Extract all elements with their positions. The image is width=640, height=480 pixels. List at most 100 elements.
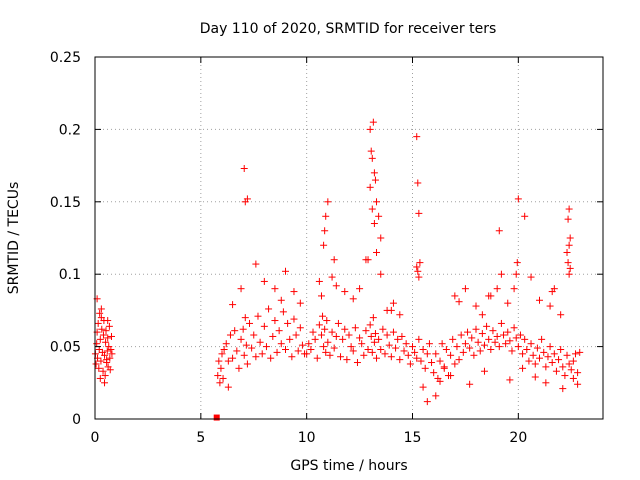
data-point — [313, 354, 321, 362]
data-point — [519, 364, 527, 372]
y-tick-labels: 0 0.05 0.1 0.15 0.2 0.25 — [50, 50, 81, 428]
data-point — [373, 354, 381, 362]
data-point — [521, 212, 529, 220]
data-point — [472, 325, 480, 333]
data-point — [563, 351, 571, 359]
data-point — [419, 345, 427, 353]
data-point — [248, 344, 256, 352]
data-point — [527, 340, 535, 348]
x-axis-label: GPS time / hours — [290, 458, 407, 474]
data-point — [557, 345, 565, 353]
x-tick-label: 0 — [91, 430, 100, 446]
data-point — [533, 344, 541, 352]
x-tick-label: 5 — [196, 430, 205, 446]
x-tick-label: 10 — [298, 430, 316, 446]
data-point — [250, 331, 258, 339]
data-point — [95, 364, 103, 372]
data-point — [370, 220, 378, 228]
data-point — [497, 270, 505, 278]
data-point — [364, 345, 372, 353]
outlier-point — [213, 414, 220, 421]
data-point — [415, 209, 423, 217]
data-point — [377, 270, 385, 278]
data-point — [432, 350, 440, 358]
data-point — [275, 327, 283, 335]
data-point — [436, 357, 444, 365]
data-point — [567, 366, 575, 374]
y-axis-label: SRMTID / TECUs — [6, 182, 22, 295]
data-point — [542, 379, 550, 387]
data-point — [495, 227, 503, 235]
x-tick-label: 15 — [404, 430, 422, 446]
data-point — [449, 335, 457, 343]
data-point — [243, 360, 251, 368]
data-point — [563, 248, 571, 256]
data-point — [258, 350, 266, 358]
data-point — [323, 317, 331, 325]
data-point — [105, 322, 113, 330]
data-point — [404, 351, 412, 359]
data-point — [271, 317, 279, 325]
data-point — [296, 324, 304, 332]
data-point — [375, 335, 383, 343]
y-tick-label: 0.2 — [59, 122, 81, 138]
data-point — [106, 354, 114, 362]
data-point — [447, 372, 455, 380]
data-point — [99, 367, 107, 375]
data-point — [398, 332, 406, 340]
data-point — [332, 282, 340, 290]
data-point — [328, 273, 336, 281]
data-point — [387, 353, 395, 361]
data-point — [107, 345, 115, 353]
data-point — [315, 321, 323, 329]
data-point — [415, 335, 423, 343]
data-point — [421, 364, 429, 372]
data-point — [277, 296, 285, 304]
data-point — [383, 306, 391, 314]
data-point — [574, 369, 582, 377]
data-point — [413, 354, 421, 362]
data-point — [430, 369, 438, 377]
data-point — [566, 264, 574, 272]
data-point — [240, 164, 248, 172]
data-point — [371, 176, 379, 184]
data-point — [96, 374, 104, 382]
data-point — [550, 350, 558, 358]
data-point — [252, 353, 260, 361]
data-point — [409, 343, 416, 351]
y-tick-label: 0 — [72, 412, 81, 428]
data-point — [334, 319, 342, 327]
data-point — [485, 335, 493, 343]
data-point — [417, 357, 425, 365]
data-points — [91, 118, 584, 421]
data-point — [217, 364, 225, 372]
data-point — [101, 351, 109, 359]
data-point — [347, 343, 355, 351]
data-point — [218, 350, 226, 358]
data-point — [542, 363, 550, 371]
data-point — [97, 357, 105, 365]
data-point — [377, 234, 385, 242]
data-point — [546, 343, 554, 351]
data-point — [423, 398, 431, 406]
data-point — [322, 348, 330, 356]
data-point — [277, 340, 285, 348]
axis-ticks — [94, 56, 603, 420]
data-point — [540, 348, 548, 356]
data-point — [574, 380, 582, 388]
data-point — [544, 353, 552, 361]
data-point — [536, 296, 543, 304]
data-point — [219, 374, 227, 382]
data-point — [497, 319, 505, 327]
data-point — [565, 270, 573, 278]
data-point — [95, 345, 103, 353]
data-point — [96, 335, 104, 343]
data-point — [343, 356, 351, 364]
data-point — [392, 344, 400, 352]
data-point — [106, 366, 114, 374]
data-point — [267, 354, 275, 362]
data-point — [351, 324, 359, 332]
data-point — [320, 343, 328, 351]
data-point — [360, 351, 368, 359]
